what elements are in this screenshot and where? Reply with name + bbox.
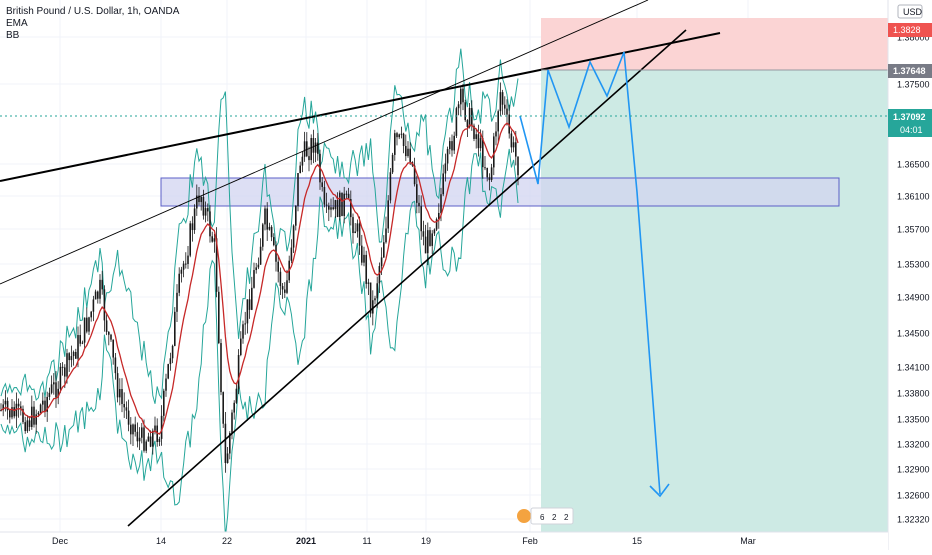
ema-indicator-label[interactable]: EMA [6, 18, 28, 29]
x-tick-label: Mar [740, 536, 756, 546]
bb-indicator-label[interactable]: BB [6, 30, 20, 41]
symbol-title[interactable]: British Pound / U.S. Dollar, 1h, OANDA [6, 6, 180, 17]
ema-line [0, 122, 519, 435]
event-count[interactable]: 2 [564, 513, 569, 522]
support-zone-rectangle[interactable] [160, 177, 840, 207]
candles [0, 82, 519, 473]
countdown-badge: 04:01 [900, 125, 923, 135]
event-count[interactable]: 2 [552, 513, 557, 522]
y-tick-label: 1.35700 [897, 225, 930, 235]
y-tick-label: 1.32600 [897, 491, 930, 501]
projection-path[interactable] [519, 51, 670, 498]
x-tick-label: 15 [632, 536, 642, 546]
current-price-badge: 1.37092 [893, 112, 926, 122]
y-tick-label: 1.34100 [897, 363, 930, 373]
chart-legend[interactable]: British Pound / U.S. Dollar, 1h, OANDA E… [6, 6, 179, 42]
y-tick-label: 1.34500 [897, 329, 930, 339]
x-tick-label: Dec [52, 536, 69, 546]
y-tick-label: 1.33800 [897, 389, 930, 399]
stop-price-badge: 1.3828 [893, 25, 921, 35]
price-badges: 1.3828 1.37648 1.37092 04:01 [888, 23, 932, 137]
x-tick-label: 19 [421, 536, 431, 546]
bollinger-bands [0, 48, 519, 537]
trendlines[interactable] [0, 0, 888, 527]
x-tick-label: 22 [222, 536, 232, 546]
event-count[interactable]: 6 [540, 513, 545, 522]
x-tick-label: Feb [522, 536, 538, 546]
take-profit-zone[interactable] [541, 70, 888, 532]
y-tick-label: 1.36100 [897, 192, 930, 202]
y-tick-label: 1.38000 [897, 33, 930, 43]
y-tick-label: 1.32320 [897, 515, 930, 525]
y-tick-label: 1.33200 [897, 440, 930, 450]
price-axis[interactable]: 1.38000 1.37500 1.36500 1.36100 1.35700 1.353… [887, 0, 932, 550]
y-tick-label: 1.34900 [897, 293, 930, 303]
x-tick-label: 14 [156, 536, 166, 546]
entry-price-badge: 1.37648 [893, 66, 926, 76]
y-tick-label: 1.33500 [897, 415, 930, 425]
y-tick-label: 1.36500 [897, 160, 930, 170]
currency-label[interactable]: USD [903, 7, 923, 17]
stop-loss-zone[interactable] [541, 18, 888, 70]
y-tick-label: 1.32900 [897, 465, 930, 475]
y-tick-label: 1.37500 [897, 80, 930, 90]
x-tick-label: 2021 [296, 536, 316, 546]
event-flag-icon[interactable] [517, 509, 531, 523]
x-tick-label: 11 [362, 536, 371, 546]
time-axis[interactable]: Dec 14 22 2021 11 19 Feb 15 Mar [0, 531, 888, 550]
y-tick-label: 1.35300 [897, 260, 930, 270]
